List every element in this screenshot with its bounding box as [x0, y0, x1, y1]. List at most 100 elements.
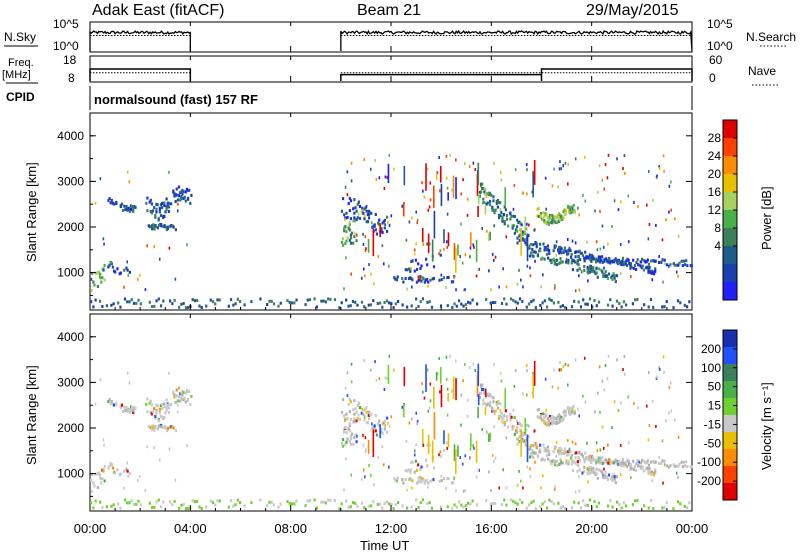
- power-cell: [507, 224, 510, 228]
- power-cell: [680, 259, 683, 263]
- velocity-cell: [372, 443, 375, 447]
- power-cell: [163, 214, 166, 218]
- velocity-cell: [553, 447, 556, 451]
- velocity-cell: [639, 465, 642, 469]
- power-cell: [163, 201, 166, 205]
- power-cell: [641, 257, 644, 261]
- power-cell: [518, 268, 520, 272]
- velocity-cell: [492, 409, 495, 413]
- power-heatmap: [90, 153, 693, 310]
- velocity-cell: [520, 479, 522, 483]
- power-cell: [387, 177, 390, 181]
- power-cell: [214, 302, 217, 306]
- velocity-cell: [677, 435, 680, 439]
- velocity-cell: [181, 393, 184, 397]
- velocity-cell: [126, 461, 129, 465]
- power-cell: [175, 187, 178, 191]
- velocity-cell: [477, 468, 479, 472]
- power-cell: [370, 211, 373, 215]
- velocity-cell: [457, 500, 461, 504]
- velocity-cell: [520, 431, 522, 435]
- velocity-cell: [477, 396, 480, 400]
- velocity-cell: [345, 412, 348, 416]
- velocity-cell: [362, 433, 364, 437]
- velocity-cell: [452, 390, 455, 394]
- velocity-cell: [545, 414, 548, 418]
- power-cell: [631, 302, 634, 306]
- velocity-cell: [533, 377, 536, 381]
- power-cell: [518, 234, 521, 238]
- power-cell: [381, 221, 384, 225]
- velocity-cell: [573, 409, 576, 413]
- velocity-cell: [415, 498, 418, 502]
- velocity-cell: [527, 503, 531, 507]
- velocity-cell: [632, 459, 635, 463]
- velocity-cell: [365, 410, 368, 414]
- power-cell: [562, 216, 565, 220]
- velocity-cell: [426, 443, 428, 447]
- velocity-cell: [455, 465, 457, 469]
- power-cell: [451, 280, 455, 284]
- velocity-cell: [403, 375, 406, 379]
- power-cell: [413, 252, 416, 256]
- power-cell: [452, 181, 455, 185]
- power-cell: [573, 210, 576, 214]
- power-cell: [443, 234, 445, 238]
- velocity-cell: [445, 355, 448, 359]
- velocity-cell: [529, 467, 531, 471]
- power-cell: [173, 192, 176, 196]
- velocity-cell: [211, 501, 215, 505]
- power-cell: [406, 287, 408, 291]
- velocity-cell: [542, 443, 545, 447]
- velocity-cell: [530, 501, 533, 505]
- velocity-cell: [611, 475, 614, 479]
- power-cell: [571, 268, 575, 272]
- velocity-cell: [348, 422, 351, 426]
- power-cell: [94, 298, 97, 302]
- power-cell: [475, 274, 478, 278]
- power-cell: [112, 302, 115, 306]
- velocity-cell: [440, 387, 443, 391]
- power-cell: [475, 239, 478, 243]
- power-cell: [553, 246, 556, 250]
- power-cell: [533, 173, 536, 177]
- velocity-colorbar-swatch-6: [723, 432, 737, 450]
- velocity-cell: [126, 469, 129, 473]
- power-cell: [561, 216, 564, 220]
- power-colorbar-label: Power [dB]: [759, 186, 774, 250]
- velocity-cell: [560, 417, 563, 421]
- velocity-cell: [521, 434, 524, 438]
- velocity-y-tick-label-2000: 2000: [57, 421, 84, 435]
- velocity-cell: [570, 506, 574, 510]
- power-cell: [405, 238, 408, 242]
- velocity-cell: [532, 378, 534, 382]
- velocity-cell: [150, 403, 154, 407]
- velocity-cell: [488, 436, 490, 440]
- power-cell: [190, 193, 193, 197]
- power-cell: [608, 259, 612, 263]
- power-cell: [358, 216, 362, 220]
- power-cell: [614, 280, 617, 284]
- power-cell: [96, 284, 99, 288]
- power-cell: [385, 215, 389, 219]
- power-cell: [647, 169, 650, 173]
- velocity-cell: [119, 472, 122, 476]
- power-cell: [560, 251, 563, 255]
- velocity-cell: [250, 501, 253, 505]
- power-cell: [649, 271, 652, 275]
- power-cell: [417, 275, 420, 279]
- velocity-cell: [596, 449, 599, 453]
- power-cell: [422, 242, 425, 246]
- power-cell: [483, 200, 486, 204]
- velocity-cell: [170, 425, 173, 429]
- power-cell: [475, 256, 478, 260]
- power-cell: [430, 305, 434, 309]
- velocity-cell: [583, 460, 586, 464]
- velocity-cell: [563, 447, 567, 451]
- power-cell: [369, 211, 372, 215]
- velocity-cell: [481, 387, 484, 391]
- velocity-cell: [537, 450, 541, 454]
- velocity-cell: [563, 414, 566, 418]
- power-cell: [565, 258, 568, 262]
- power-cell: [635, 261, 638, 265]
